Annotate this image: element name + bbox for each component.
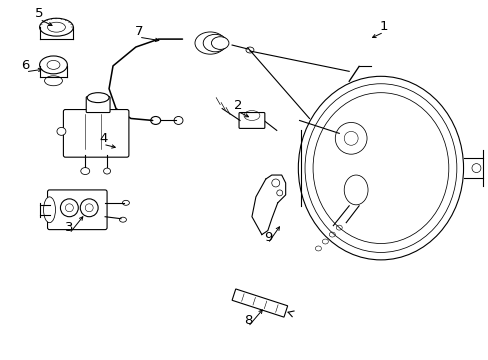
- Circle shape: [80, 199, 98, 217]
- Ellipse shape: [211, 37, 228, 49]
- Ellipse shape: [40, 18, 73, 36]
- Circle shape: [335, 122, 366, 154]
- FancyBboxPatch shape: [63, 109, 129, 157]
- Ellipse shape: [87, 93, 109, 103]
- Ellipse shape: [195, 32, 225, 54]
- Ellipse shape: [298, 76, 463, 260]
- Text: 2: 2: [233, 99, 242, 112]
- Ellipse shape: [344, 175, 367, 205]
- Text: 1: 1: [379, 20, 387, 33]
- Text: 4: 4: [99, 132, 107, 145]
- Text: 9: 9: [263, 231, 271, 244]
- Text: 8: 8: [244, 314, 252, 327]
- Text: 5: 5: [35, 7, 44, 20]
- Ellipse shape: [203, 34, 227, 52]
- Ellipse shape: [40, 56, 67, 74]
- Text: 7: 7: [134, 24, 143, 38]
- Circle shape: [61, 199, 78, 217]
- Ellipse shape: [57, 127, 66, 135]
- FancyBboxPatch shape: [239, 113, 264, 129]
- FancyBboxPatch shape: [86, 96, 110, 113]
- Ellipse shape: [43, 197, 55, 223]
- Polygon shape: [232, 289, 287, 317]
- FancyBboxPatch shape: [47, 190, 107, 230]
- Text: 3: 3: [65, 221, 74, 234]
- Text: 6: 6: [21, 59, 30, 72]
